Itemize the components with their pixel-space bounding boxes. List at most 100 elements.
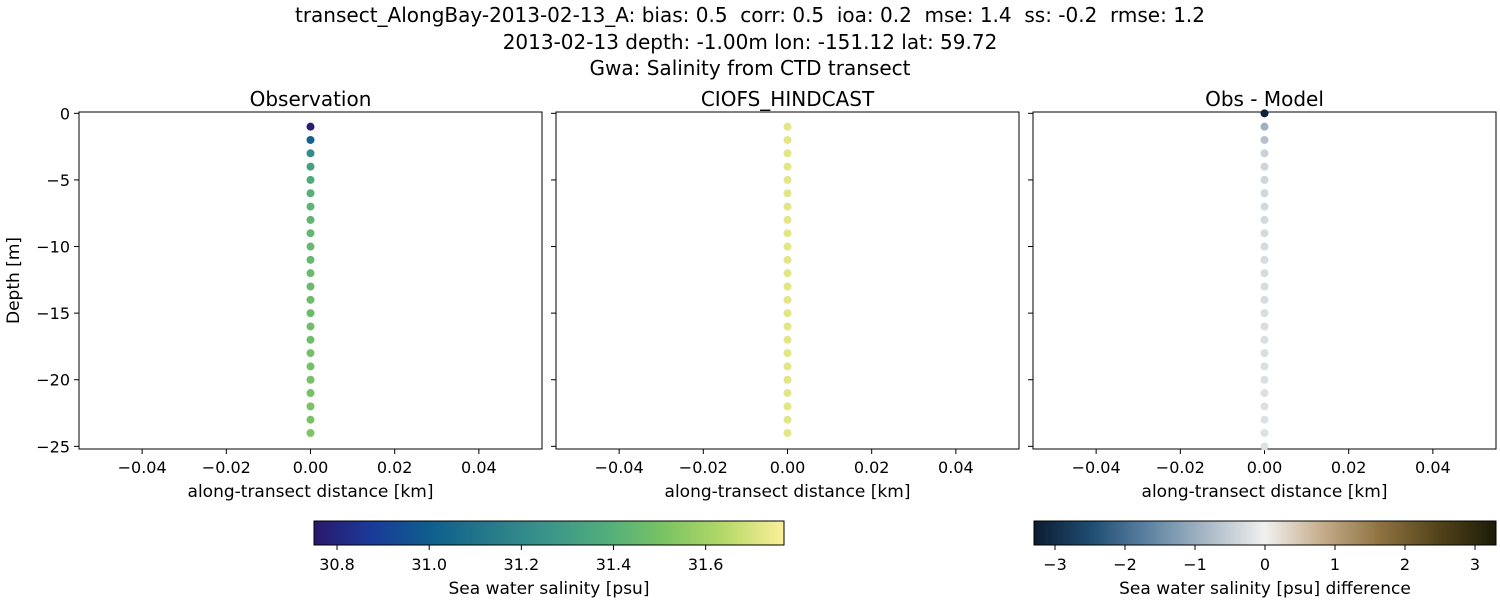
x-tick-label: 0.04	[938, 458, 974, 477]
data-point	[306, 269, 315, 278]
data-point	[783, 242, 792, 251]
data-point	[1260, 295, 1269, 304]
data-point	[1260, 215, 1269, 224]
colorbar-tick-label: 1	[1330, 555, 1340, 574]
x-axis-label: along-transect distance [km]	[1142, 482, 1388, 502]
data-point	[783, 415, 792, 424]
data-point	[1260, 269, 1269, 278]
plot-area	[555, 111, 1020, 450]
x-tick-label: −0.02	[1156, 458, 1205, 477]
colorbar-label: Sea water salinity [psu]	[449, 579, 650, 599]
panel-3: Obs - Model −0.04 −0.02 0.00 0.02 0.04 along-t…	[1028, 87, 1497, 502]
colorbar-tick-label: −3	[1043, 555, 1067, 574]
data-point	[783, 215, 792, 224]
data-point	[306, 202, 315, 211]
x-tick-label: 0.04	[461, 458, 497, 477]
data-point	[306, 282, 315, 291]
data-point	[783, 175, 792, 184]
data-point	[306, 335, 315, 344]
data-point	[783, 189, 792, 198]
data-point	[1260, 162, 1269, 171]
x-tick-label: 0.04	[1415, 458, 1451, 477]
data-point	[783, 322, 792, 331]
x-tick-label: 0.00	[293, 458, 329, 477]
y-tick-label: 0	[60, 104, 70, 123]
data-point	[783, 202, 792, 211]
data-point	[783, 389, 792, 398]
data-point	[783, 229, 792, 238]
x-axis-label: along-transect distance [km]	[188, 482, 434, 502]
data-point	[1260, 349, 1269, 358]
data-point	[306, 122, 315, 131]
data-point	[1260, 309, 1269, 318]
data-point	[783, 429, 792, 438]
colorbar-tick-label: −2	[1113, 555, 1137, 574]
data-point	[783, 269, 792, 278]
data-point	[306, 135, 315, 144]
data-point	[306, 375, 315, 384]
data-point	[783, 122, 792, 131]
data-point	[1260, 415, 1269, 424]
x-axis-label: along-transect distance [km]	[665, 482, 911, 502]
x-tick-label: −0.04	[595, 458, 644, 477]
data-point	[783, 295, 792, 304]
x-tick-label: 0.02	[1331, 458, 1367, 477]
plot-area	[1032, 111, 1497, 450]
data-point	[1260, 389, 1269, 398]
data-point	[306, 349, 315, 358]
colorbar-tick-label: 31.2	[504, 555, 540, 574]
data-point	[1260, 229, 1269, 238]
data-point	[306, 149, 315, 158]
colorbar-1: 30.8 31.0 31.2 31.4 31.6 Sea water salinity […	[313, 520, 785, 599]
panel-1: Observation −0.04 −0.02 0.00 0.02 0.04 along-t…	[4, 87, 543, 502]
data-point	[306, 229, 315, 238]
figure-title-line-3: Gwa: Salinity from CTD transect	[589, 56, 911, 80]
data-point	[306, 242, 315, 251]
data-point	[783, 349, 792, 358]
data-point	[306, 162, 315, 171]
data-point	[783, 149, 792, 158]
data-point	[783, 162, 792, 171]
data-point	[1260, 362, 1269, 371]
figure-title-line-2: 2013-02-13 depth: -1.00m lon: -151.12 la…	[502, 30, 998, 54]
data-point	[1260, 429, 1269, 438]
data-point	[1260, 149, 1269, 158]
data-point	[783, 402, 792, 411]
data-point	[306, 402, 315, 411]
data-point	[783, 309, 792, 318]
colorbar-gradient	[313, 520, 785, 546]
data-point	[306, 189, 315, 198]
data-point	[783, 282, 792, 291]
data-point	[306, 362, 315, 371]
data-point	[306, 322, 315, 331]
data-point	[306, 215, 315, 224]
y-axis-label: Depth [m]	[4, 237, 24, 324]
data-point	[306, 295, 315, 304]
data-point	[1260, 335, 1269, 344]
colorbar-tick-label: 3	[1470, 555, 1480, 574]
data-point	[783, 255, 792, 264]
y-tick-label: −5	[46, 171, 70, 190]
x-tick-label: −0.02	[679, 458, 728, 477]
x-tick-label: 0.00	[1247, 458, 1283, 477]
data-point	[306, 309, 315, 318]
data-point	[1260, 322, 1269, 331]
panel-title: CIOFS_HINDCAST	[701, 87, 875, 111]
colorbar-tick-label: 31.0	[411, 555, 447, 574]
data-point	[1260, 135, 1269, 144]
figure-title-line-1: transect_AlongBay-2013-02-13_A: bias: 0.…	[294, 3, 1206, 27]
panel-title: Observation	[250, 87, 372, 111]
data-point	[1260, 402, 1269, 411]
colorbar-tick-label: 31.4	[596, 555, 632, 574]
colorbar-gradient	[1033, 520, 1497, 546]
data-point	[783, 135, 792, 144]
panel-2: CIOFS_HINDCAST −0.04 −0.02 0.00 0.02 0.04 alon…	[551, 87, 1020, 502]
data-point	[1260, 122, 1269, 131]
colorbar-2: −3 −2 −1 0 1 2 3 Sea water salinity [psu] diffe…	[1033, 520, 1497, 599]
data-point	[1260, 242, 1269, 251]
y-tick-label: −25	[36, 437, 70, 456]
data-point	[306, 175, 315, 184]
x-tick-label: 0.02	[854, 458, 890, 477]
colorbar-tick-label: 2	[1400, 555, 1410, 574]
